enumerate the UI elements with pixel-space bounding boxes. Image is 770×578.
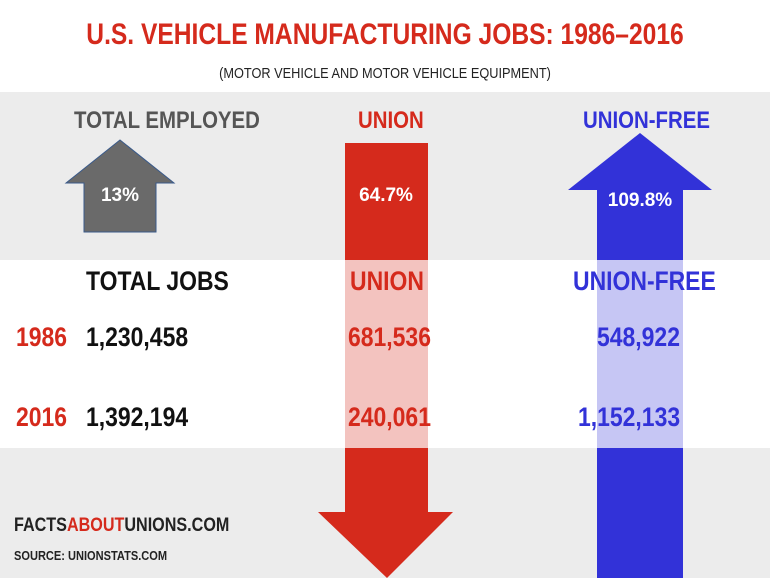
row-total-value: 1,392,194 xyxy=(86,402,189,432)
site-credit-highlight: ABOUT xyxy=(66,515,125,536)
table-header-total: TOTAL JOBS xyxy=(86,266,229,296)
site-credit-suffix: UNIONS.COM xyxy=(124,515,230,536)
row-nonunion-value: 548,922 xyxy=(597,322,680,352)
table-header-union: UNION xyxy=(350,266,424,296)
source-credit: SOURCE: UNIONSTATS.COM xyxy=(14,548,168,563)
row-year: 2016 xyxy=(16,402,68,432)
total-up-arrow-icon xyxy=(64,139,176,233)
nonunion-header: UNION-FREE xyxy=(583,107,710,134)
page-subtitle: (MOTOR VEHICLE AND MOTOR VEHICLE EQUIPME… xyxy=(219,65,551,82)
row-union-value: 240,061 xyxy=(348,402,431,432)
table-band xyxy=(0,260,770,448)
union-header: UNION xyxy=(358,107,424,134)
row-year: 1986 xyxy=(16,322,68,352)
table-header-nonunion: UNION-FREE xyxy=(573,266,716,296)
site-credit: FACTSABOUTUNIONS.COM xyxy=(14,515,229,537)
total-employed-header: TOTAL EMPLOYED xyxy=(74,107,260,134)
page-title: U.S. VEHICLE MANUFACTURING JOBS: 1986–20… xyxy=(86,18,684,51)
site-credit-prefix: FACTS xyxy=(14,515,67,536)
row-total-value: 1,230,458 xyxy=(86,322,189,352)
row-union-value: 681,536 xyxy=(348,322,431,352)
union-change-value: 64.7% xyxy=(359,185,413,206)
nonunion-change-value: 109.8% xyxy=(607,190,673,211)
total-change-value: 13% xyxy=(100,185,140,206)
row-nonunion-value: 1,152,133 xyxy=(578,402,681,432)
